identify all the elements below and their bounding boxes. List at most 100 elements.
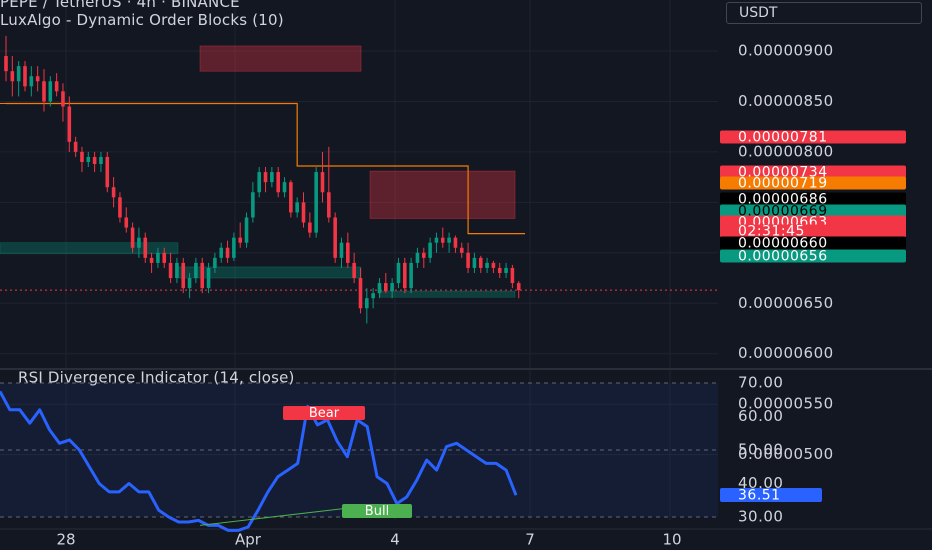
rsi-title: RSI Divergence Indicator (14, close): [18, 369, 295, 387]
time-axis-label: Apr: [235, 531, 262, 549]
price-axis-label: 0.00000850: [738, 92, 834, 110]
candle-down: [333, 217, 337, 258]
candle-up: [194, 262, 198, 279]
candle-up: [415, 252, 420, 263]
candle-down: [200, 262, 205, 289]
time-axis-label: 10: [662, 531, 681, 549]
price-tag-label: 02:31:45: [738, 224, 805, 240]
candle-down: [263, 172, 268, 183]
candle-down: [73, 141, 78, 152]
candle-up: [86, 156, 91, 162]
price-tag-label: 0.00000719: [738, 176, 828, 192]
candle-down: [453, 237, 458, 248]
candle-down: [402, 262, 407, 289]
candle-up: [371, 293, 375, 299]
candle-down: [54, 81, 59, 92]
candle-down: [308, 222, 312, 233]
candle-down: [478, 257, 483, 268]
price-tag-label: 0.00000656: [738, 249, 828, 265]
candle-up: [434, 237, 439, 243]
candle-down: [459, 247, 464, 253]
price-tag: [720, 192, 906, 206]
candle-up: [428, 242, 432, 258]
price-axis-label: 0.00000600: [738, 344, 834, 362]
candle-down: [4, 56, 8, 72]
candle-up: [251, 192, 255, 218]
candle-down: [143, 237, 148, 258]
bearish-order-block: [369, 170, 516, 219]
currency-label: USDT: [739, 5, 778, 21]
price-axis-label: 0.00000650: [738, 294, 834, 312]
candle-up: [99, 156, 103, 165]
price-tag: [720, 224, 906, 238]
candle-up: [447, 237, 451, 243]
price-tag-label: 0.00000686: [738, 192, 828, 208]
candle-up: [314, 172, 318, 233]
candle-down: [23, 66, 27, 87]
rsi-axis-label: 70.00: [738, 374, 783, 392]
candle-down: [67, 106, 72, 142]
time-axis-label: 28: [56, 531, 75, 549]
candle-down: [421, 252, 426, 258]
candle-up: [504, 267, 508, 273]
candle-up: [219, 247, 224, 258]
price-tag: [720, 176, 906, 190]
candle-up: [282, 182, 287, 193]
price-axis-label: 0.00000800: [738, 142, 834, 160]
time-axis-label: 7: [525, 531, 535, 549]
candle-up: [156, 252, 160, 263]
price-tag: [720, 130, 906, 144]
rsi-current-label: 36.51: [738, 488, 781, 504]
candle-down: [149, 257, 154, 263]
candle-up: [295, 202, 299, 213]
candle-down: [124, 217, 129, 228]
price-tag-label: 0.00000660: [738, 236, 828, 252]
currency-selector[interactable]: USDT: [726, 2, 922, 24]
candle-up: [206, 267, 211, 289]
candle-down: [358, 278, 363, 309]
candle-down: [35, 76, 40, 82]
candle-down: [497, 267, 502, 273]
rsi-axis-label: 50.00: [738, 441, 783, 459]
indicator-title: LuxAlgo - Dynamic Order Blocks (10): [0, 11, 284, 29]
price-tag-label: 0.00000781: [738, 130, 828, 146]
candle-down: [130, 227, 135, 248]
candle-down: [516, 283, 521, 291]
candle-up: [29, 76, 34, 87]
price-axis-label: 0.00000500: [738, 445, 834, 463]
candle-down: [440, 237, 445, 243]
candle-down: [384, 283, 388, 292]
candle-down: [181, 262, 186, 289]
candle-down: [92, 156, 97, 165]
bullish-order-block: [379, 290, 516, 298]
candle-up: [409, 262, 413, 289]
candle-up: [213, 257, 217, 268]
candle-down: [61, 91, 65, 107]
candle-down: [10, 71, 15, 82]
candle-up: [270, 172, 274, 183]
candle-down: [491, 262, 496, 268]
bull-label-box: [342, 504, 412, 518]
candle-down: [327, 192, 331, 218]
candle-down: [42, 81, 46, 102]
price-axis-label: 0.00000900: [738, 42, 834, 60]
rsi-current-tag: [720, 488, 822, 502]
price-tag: [720, 236, 906, 250]
candle-up: [257, 172, 261, 193]
rsi-band: [0, 383, 718, 517]
price-tag: [720, 165, 906, 179]
rsi-axis-label: 60.00: [738, 407, 783, 425]
rsi-line: [0, 390, 518, 532]
candle-down: [346, 242, 350, 263]
bearish-order-block: [199, 45, 362, 72]
candle-up: [390, 283, 394, 292]
bullish-order-block: [177, 266, 362, 279]
candle-down: [238, 237, 243, 243]
bear-label-box: [283, 406, 365, 420]
bear-label: Bear: [309, 406, 340, 421]
candle-up: [377, 283, 382, 294]
candle-up: [244, 217, 249, 243]
candle-up: [339, 242, 344, 258]
candle-down: [301, 202, 306, 223]
